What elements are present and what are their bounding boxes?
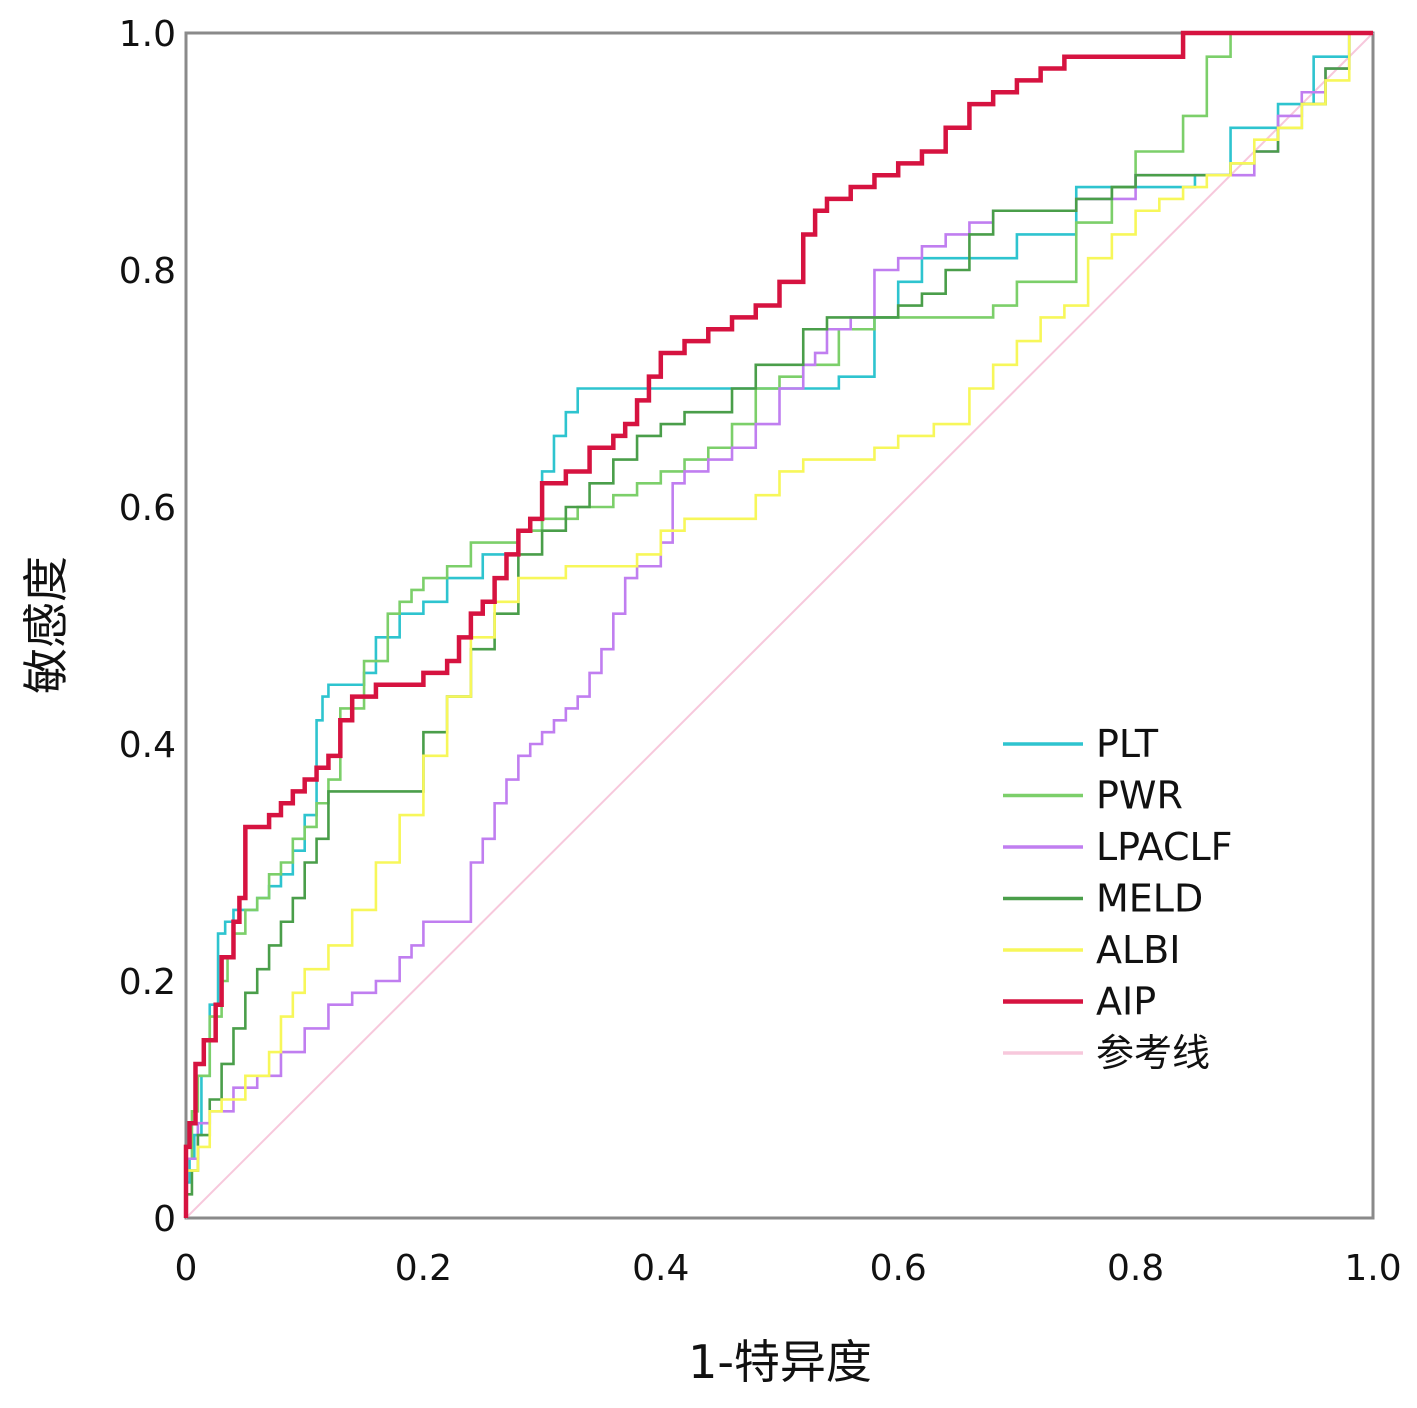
legend-label: LPACLF xyxy=(1096,825,1233,869)
x-tick-label: 0.6 xyxy=(870,1248,927,1289)
y-tick-label: 0.6 xyxy=(119,488,176,529)
legend-label: ALBI xyxy=(1096,928,1180,972)
x-tick-label: 0.4 xyxy=(632,1248,689,1289)
y-tick-label: 0 xyxy=(153,1199,176,1240)
x-tick-label: 1.0 xyxy=(1344,1248,1401,1289)
x-axis-ticks: 0 0.2 0.4 0.6 0.8 1.0 xyxy=(175,1248,1402,1289)
series-layer xyxy=(183,30,1374,1219)
legend-label: AIP xyxy=(1096,980,1156,1024)
y-axis-title: 敏感度 xyxy=(19,556,73,694)
series-line-meld xyxy=(184,31,1373,1218)
legend-label: PLT xyxy=(1096,722,1159,766)
series-line-lpaclf xyxy=(184,31,1373,1218)
y-tick-label: 0.4 xyxy=(119,725,176,766)
series-line-aip xyxy=(183,30,1373,1218)
legend: PLT PWR LPACLF MELD ALBI AIP 参考线 xyxy=(1003,722,1233,1075)
x-axis-title: 1-特异度 xyxy=(688,1335,872,1389)
y-axis-ticks: 0 0.2 0.4 0.6 0.8 1.0 xyxy=(119,14,176,1240)
series-line-albi xyxy=(184,31,1373,1218)
legend-label: MELD xyxy=(1096,877,1203,921)
x-tick-label: 0.2 xyxy=(395,1248,452,1289)
series-line-plt xyxy=(184,31,1373,1218)
legend-label: 参考线 xyxy=(1096,1031,1210,1075)
y-tick-label: 0.8 xyxy=(119,251,176,292)
x-tick-label: 0 xyxy=(175,1248,198,1289)
y-tick-label: 0.2 xyxy=(119,962,176,1003)
series-line-reference xyxy=(185,32,1374,1219)
x-tick-label: 0.8 xyxy=(1107,1248,1164,1289)
y-tick-label: 1.0 xyxy=(119,14,176,55)
legend-label: PWR xyxy=(1096,774,1183,818)
